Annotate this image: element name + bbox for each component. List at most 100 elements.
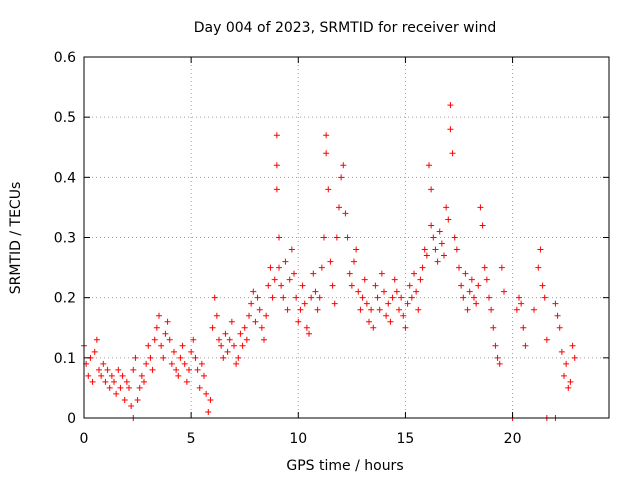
data-point bbox=[179, 342, 186, 349]
data-point bbox=[321, 234, 327, 241]
y-tick-label: 0 bbox=[67, 411, 76, 427]
data-point bbox=[119, 372, 126, 379]
data-point bbox=[162, 330, 169, 337]
data-point bbox=[561, 372, 567, 379]
data-point bbox=[254, 294, 261, 301]
data-point bbox=[488, 306, 495, 313]
data-point bbox=[329, 282, 336, 289]
data-point bbox=[327, 258, 334, 265]
data-point bbox=[303, 324, 310, 331]
data-point bbox=[310, 270, 317, 277]
data-point bbox=[205, 408, 212, 415]
data-point bbox=[490, 324, 497, 331]
data-point bbox=[224, 348, 231, 355]
data-point bbox=[385, 300, 392, 307]
data-point bbox=[102, 378, 109, 385]
data-point bbox=[218, 342, 225, 349]
data-point bbox=[295, 318, 302, 325]
data-point bbox=[411, 270, 417, 277]
data-point bbox=[136, 384, 143, 391]
data-point bbox=[314, 306, 321, 313]
data-point bbox=[400, 312, 407, 319]
data-point bbox=[192, 354, 199, 361]
data-point bbox=[479, 222, 486, 229]
data-point bbox=[276, 264, 282, 271]
data-point bbox=[447, 126, 454, 133]
data-point bbox=[121, 396, 128, 403]
data-point bbox=[181, 360, 188, 367]
data-point bbox=[496, 360, 503, 367]
data-point bbox=[486, 294, 492, 301]
data-point bbox=[196, 384, 203, 391]
data-point bbox=[211, 294, 218, 301]
data-point bbox=[145, 342, 152, 349]
data-point bbox=[113, 390, 120, 397]
y-tick-label: 0.4 bbox=[54, 170, 76, 186]
data-point bbox=[168, 360, 175, 367]
data-point bbox=[186, 366, 192, 373]
data-point bbox=[372, 282, 379, 289]
data-point bbox=[494, 354, 501, 361]
data-point bbox=[222, 330, 229, 337]
data-point bbox=[128, 402, 135, 409]
data-point bbox=[273, 186, 280, 193]
data-point bbox=[357, 306, 364, 313]
data-point bbox=[423, 252, 430, 259]
data-point bbox=[153, 324, 160, 331]
data-point bbox=[333, 234, 340, 241]
data-point bbox=[353, 246, 360, 253]
data-point bbox=[477, 204, 484, 211]
data-point bbox=[366, 318, 372, 325]
data-point bbox=[194, 366, 201, 373]
data-point bbox=[363, 300, 370, 307]
data-point bbox=[284, 306, 291, 313]
data-point bbox=[398, 294, 405, 301]
data-point bbox=[248, 300, 255, 307]
data-point bbox=[374, 294, 381, 301]
data-point bbox=[151, 336, 158, 343]
data-point bbox=[216, 336, 222, 343]
data-point bbox=[246, 312, 252, 319]
data-point bbox=[243, 336, 250, 343]
data-point bbox=[558, 348, 565, 355]
data-point bbox=[449, 150, 456, 157]
data-point bbox=[198, 360, 205, 367]
data-point bbox=[518, 300, 525, 307]
data-point bbox=[301, 300, 308, 307]
y-axis-label: SRMTID / TECUs bbox=[8, 182, 24, 295]
data-point bbox=[273, 132, 280, 139]
data-point bbox=[539, 282, 546, 289]
data-point bbox=[396, 306, 402, 313]
data-point bbox=[115, 366, 122, 373]
data-point bbox=[134, 396, 141, 403]
y-tick-label: 0.2 bbox=[54, 291, 76, 307]
data-point bbox=[267, 264, 274, 271]
data-point bbox=[166, 336, 173, 343]
data-point bbox=[434, 258, 441, 265]
data-point bbox=[158, 342, 165, 349]
data-point bbox=[447, 102, 454, 109]
data-point bbox=[404, 300, 411, 307]
data-point bbox=[91, 348, 98, 355]
x-axis-label: GPS time / hours bbox=[286, 458, 403, 474]
y-tick-label: 0.6 bbox=[54, 50, 76, 66]
data-point bbox=[149, 366, 156, 373]
data-point bbox=[473, 300, 480, 307]
data-point bbox=[85, 372, 92, 379]
data-point bbox=[286, 276, 293, 283]
data-point bbox=[445, 216, 452, 223]
data-point bbox=[417, 276, 424, 283]
data-point bbox=[346, 270, 353, 277]
data-point bbox=[443, 204, 450, 211]
data-point bbox=[126, 384, 132, 391]
data-point bbox=[160, 354, 167, 361]
data-point bbox=[552, 300, 559, 307]
data-point bbox=[453, 246, 460, 253]
data-point bbox=[226, 336, 233, 343]
data-point bbox=[481, 264, 488, 271]
data-point bbox=[492, 342, 499, 349]
data-point bbox=[177, 354, 184, 361]
data-point bbox=[269, 294, 276, 301]
data-point bbox=[458, 282, 465, 289]
data-point bbox=[355, 288, 362, 295]
